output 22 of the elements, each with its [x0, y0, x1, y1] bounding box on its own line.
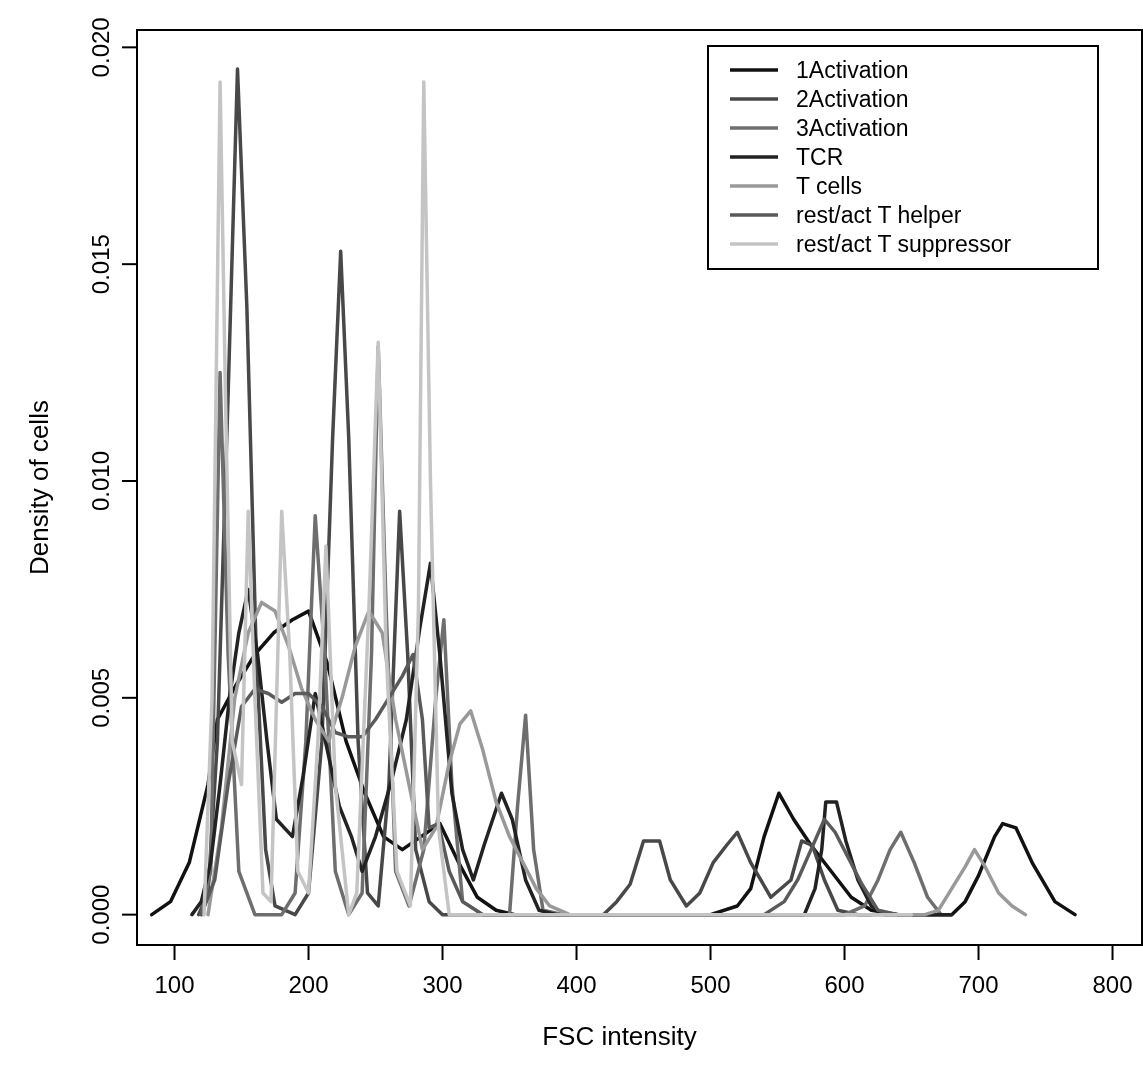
- legend-label: rest/act T suppressor: [796, 231, 1012, 257]
- legend-label: 3Activation: [796, 115, 909, 141]
- x-tick-label: 600: [824, 971, 865, 998]
- x-tick-label: 300: [422, 971, 463, 998]
- y-tick-label: 0.000: [87, 884, 114, 945]
- legend-label: 2Activation: [796, 86, 909, 112]
- x-axis-title: FSC intensity: [542, 1021, 697, 1051]
- y-axis-title: Density of cells: [24, 400, 54, 575]
- x-tick-label: 400: [556, 971, 597, 998]
- x-tick-label: 500: [690, 971, 731, 998]
- x-tick-label: 700: [958, 971, 999, 998]
- legend-label: 1Activation: [796, 57, 909, 83]
- legend-label: T cells: [796, 173, 863, 199]
- y-tick-label: 0.015: [87, 234, 114, 295]
- x-tick-label: 200: [288, 971, 329, 998]
- legend-label: TCR: [796, 144, 844, 170]
- x-tick-label: 800: [1092, 971, 1133, 998]
- legend-label: rest/act T helper: [796, 202, 962, 228]
- y-tick-label: 0.005: [87, 667, 114, 728]
- x-tick-label: 100: [154, 971, 195, 998]
- y-tick-label: 0.010: [87, 450, 114, 512]
- y-tick-label: 0.020: [87, 17, 114, 78]
